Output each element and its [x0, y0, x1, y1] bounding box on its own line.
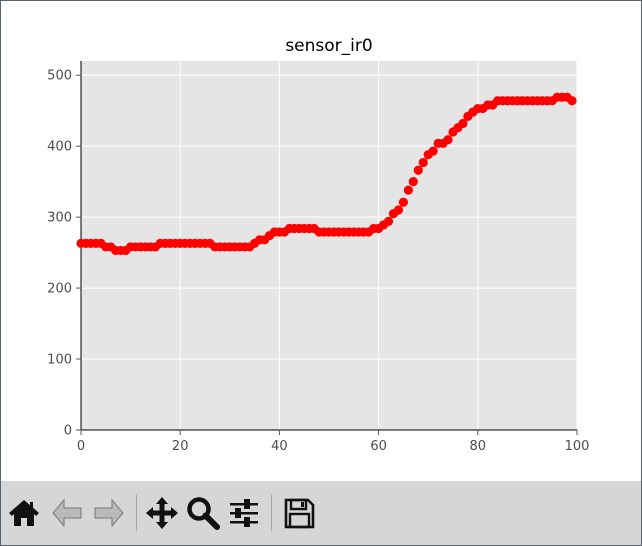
arrow-right-icon	[94, 498, 124, 528]
zoom-button[interactable]	[185, 495, 221, 531]
data-point	[428, 146, 438, 156]
x-axis-ticks: 0 20 40 60 80 100	[77, 430, 590, 454]
back-button[interactable]	[49, 495, 85, 531]
magnifier-icon	[187, 497, 220, 530]
y-tick-label: 300	[47, 211, 72, 226]
y-axis-ticks: 0 100 200 300 400 500	[47, 69, 81, 439]
data-point	[383, 216, 394, 226]
data-point	[418, 157, 428, 168]
forward-button[interactable]	[91, 495, 127, 531]
save-button[interactable]	[281, 495, 317, 531]
x-tick-label: 0	[77, 439, 85, 454]
x-tick-label: 40	[271, 439, 288, 454]
data-point	[403, 185, 413, 195]
data-point	[398, 197, 408, 207]
sliders-icon	[230, 499, 258, 527]
y-tick-label: 500	[47, 69, 72, 84]
x-tick-label: 80	[470, 439, 487, 454]
y-tick-label: 400	[47, 140, 72, 155]
data-point	[413, 165, 423, 175]
x-tick-label: 100	[565, 439, 590, 454]
figure-canvas: 0 20 40 60 80 100 0 100 200 300 400 500 sensor_ir0	[47, 36, 590, 454]
x-tick-label: 60	[370, 439, 387, 454]
data-point	[393, 205, 404, 215]
toolbar-separator	[136, 495, 137, 531]
home-icon	[9, 500, 39, 526]
move-arrows-icon	[146, 497, 178, 529]
y-tick-label: 100	[47, 353, 72, 368]
x-tick-label: 20	[172, 439, 189, 454]
toolbar-separator	[271, 495, 272, 531]
data-point	[458, 118, 468, 129]
arrow-left-icon	[52, 498, 82, 528]
y-tick-label: 0	[64, 424, 72, 439]
y-tick-label: 200	[47, 282, 72, 297]
floppy-disk-icon	[284, 498, 315, 529]
pan-button[interactable]	[144, 495, 180, 531]
chart-title: sensor_ir0	[285, 36, 372, 56]
data-points	[76, 92, 577, 256]
data-point	[443, 135, 453, 145]
data-point	[567, 96, 577, 106]
home-button[interactable]	[6, 495, 42, 531]
navigation-toolbar	[1, 481, 641, 545]
data-point	[408, 177, 418, 187]
configure-subplots-button[interactable]	[226, 495, 262, 531]
